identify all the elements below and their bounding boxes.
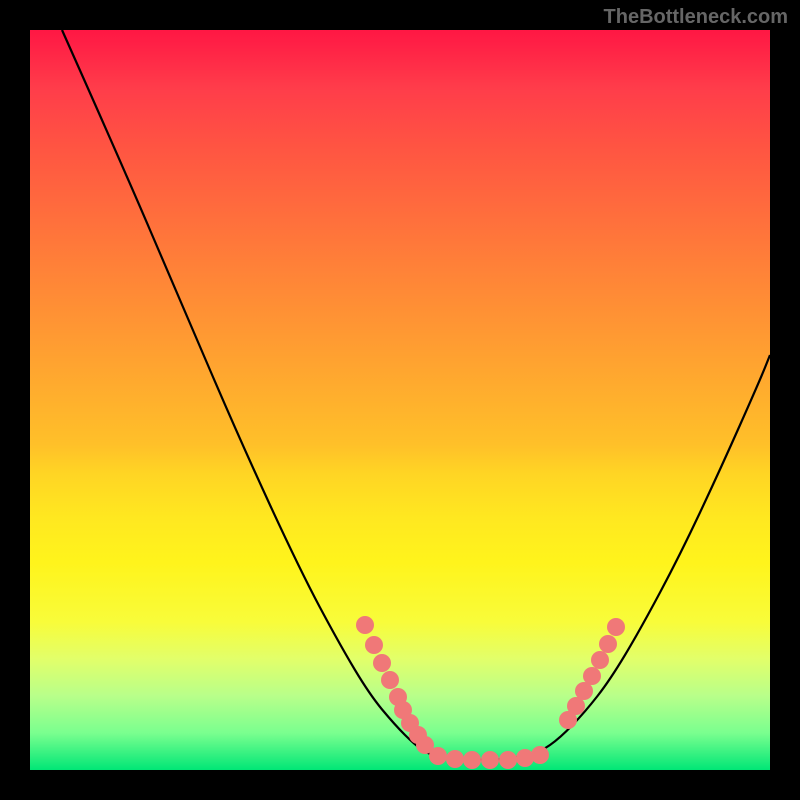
data-point-marker: [381, 671, 399, 689]
data-point-marker: [591, 651, 609, 669]
data-point-marker: [531, 746, 549, 764]
data-point-marker: [429, 747, 447, 765]
curve-layer: [0, 0, 800, 800]
data-point-marker: [499, 751, 517, 769]
data-point-marker: [607, 618, 625, 636]
data-point-marker: [481, 751, 499, 769]
data-point-marker: [365, 636, 383, 654]
data-point-marker: [599, 635, 617, 653]
markers-left: [356, 616, 434, 754]
bottleneck-curve: [62, 30, 770, 760]
data-point-marker: [446, 750, 464, 768]
watermark-text: TheBottleneck.com: [604, 6, 788, 29]
data-point-marker: [356, 616, 374, 634]
data-point-marker: [463, 751, 481, 769]
data-point-marker: [516, 749, 534, 767]
data-point-marker: [373, 654, 391, 672]
markers-right: [559, 618, 625, 729]
chart-container: TheBottleneck.com: [0, 0, 800, 800]
data-point-marker: [583, 667, 601, 685]
markers-valley: [429, 746, 549, 769]
